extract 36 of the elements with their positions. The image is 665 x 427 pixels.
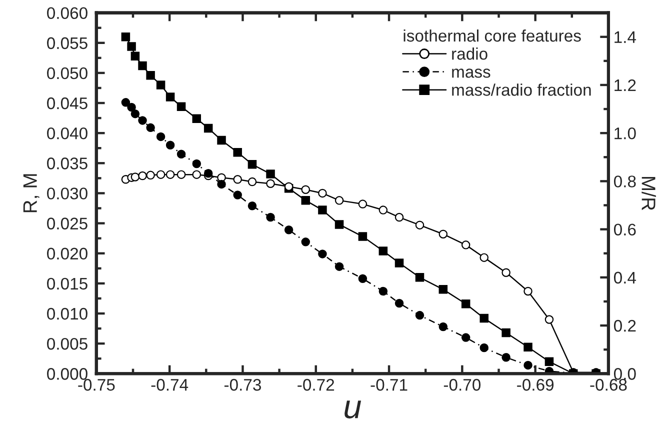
x-tick-label: -0.74 [151, 378, 188, 391]
y-tick-label: 0.010 [47, 308, 88, 320]
y2-tick-label: 0.2 [614, 320, 636, 332]
y-tick-label: 0.025 [47, 218, 88, 230]
y2-tick-label: 1.0 [614, 127, 636, 140]
y-tick-label: 0.030 [47, 188, 88, 200]
x-tick-label: -0.73 [224, 378, 261, 391]
y2-tick-label: 0.6 [614, 224, 636, 236]
y-tick-label: 0.040 [47, 127, 88, 140]
x-tick-label: -0.72 [298, 378, 334, 391]
x-tick-label: -0.70 [444, 378, 481, 391]
x-tick-label: -0.69 [517, 378, 554, 391]
legend-title: isothermal core features [404, 29, 581, 42]
legend-label: mass/radio fraction [452, 84, 591, 96]
y-tick-label: 0.060 [47, 7, 88, 20]
x-tick-label: -0.75 [78, 378, 115, 391]
y-tick-label: 0.035 [47, 158, 88, 170]
y2-tick-label: 1.2 [614, 79, 636, 92]
y2-tick-label: 0.0 [614, 368, 636, 380]
y-tick-label: 0.045 [47, 97, 88, 110]
y-tick-label: 0.000 [47, 368, 88, 380]
y-axis-title: R, M [23, 174, 40, 212]
x-axis-title: u [344, 400, 362, 418]
y2-axis-title: M/R [642, 176, 656, 210]
legend-label: mass [452, 68, 490, 78]
y2-tick-label: 0.4 [614, 272, 636, 284]
y-tick-label: 0.005 [47, 338, 88, 350]
x-tick-label: -0.68 [590, 378, 627, 391]
x-tick-label: -0.71 [370, 378, 408, 391]
y-tick-label: 0.020 [47, 248, 88, 260]
legend-label: radio [452, 48, 488, 60]
y-tick-label: 0.050 [47, 67, 88, 80]
y2-tick-label: 1.4 [614, 31, 636, 43]
y-tick-label: 0.015 [47, 278, 88, 290]
y2-tick-label: 0.8 [614, 176, 636, 188]
y-tick-label: 0.055 [47, 37, 88, 50]
